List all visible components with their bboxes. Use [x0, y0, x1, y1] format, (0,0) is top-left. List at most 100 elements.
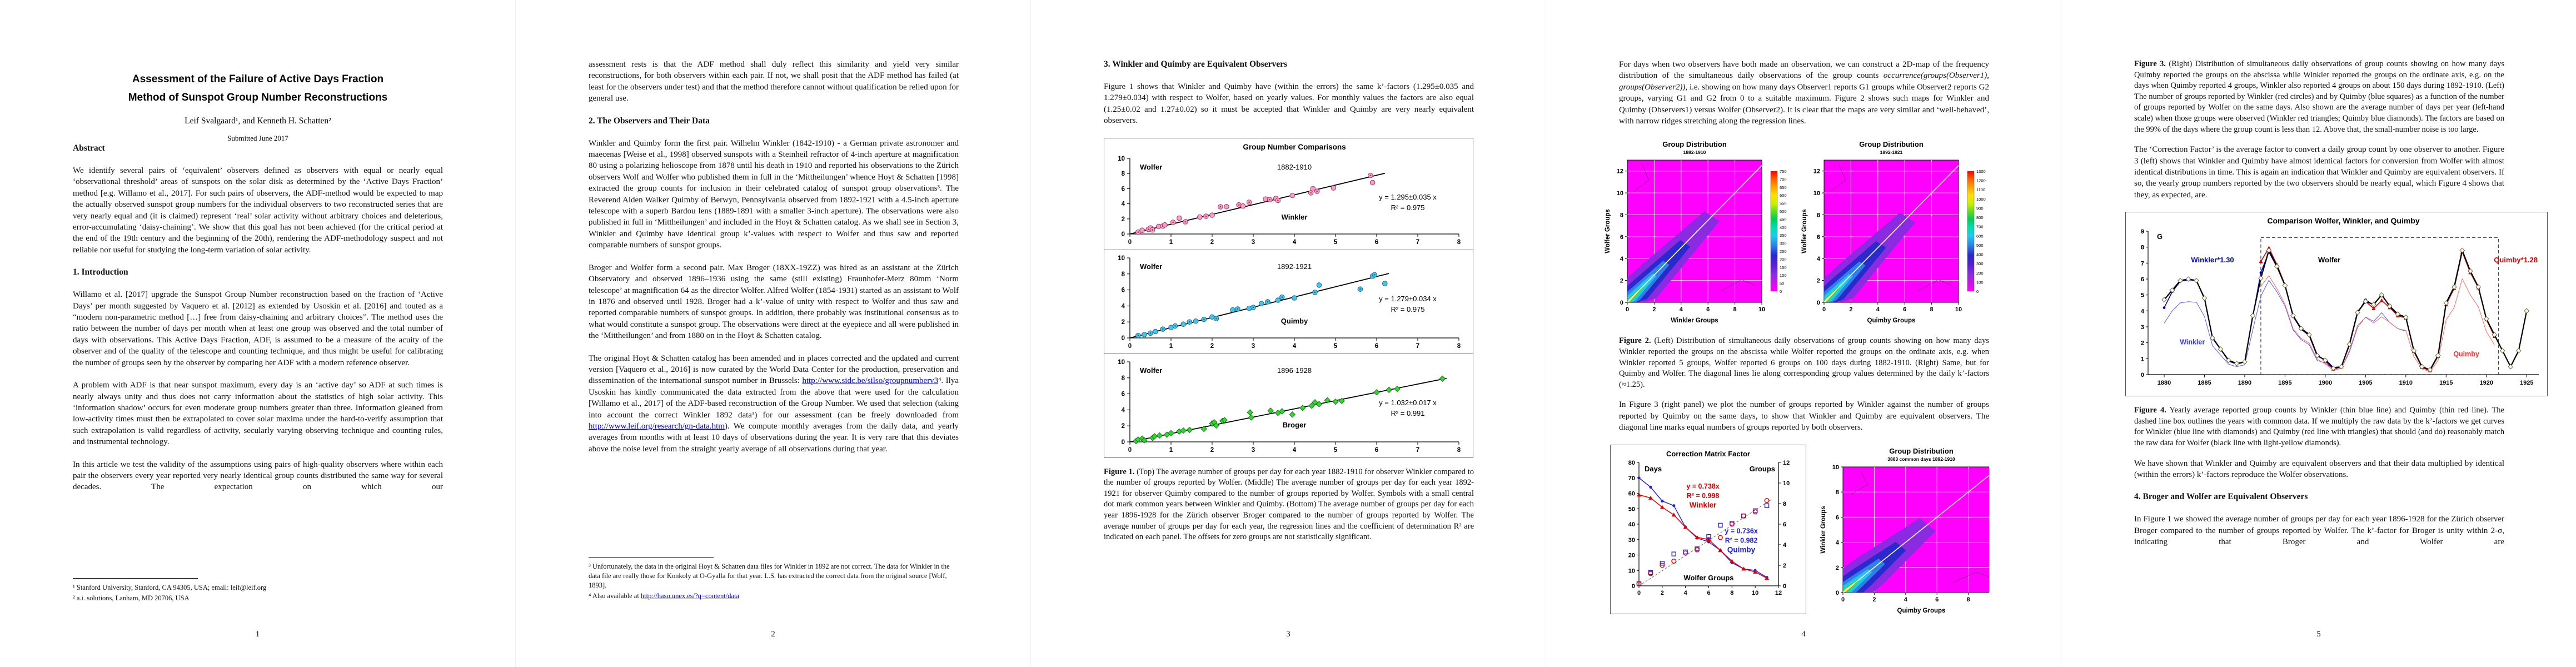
- hyperlink[interactable]: http://haso.unex.es/?q=content/data: [640, 592, 740, 600]
- page-number-2: 2: [771, 630, 775, 639]
- svg-text:8: 8: [1836, 489, 1839, 496]
- page-1-content: Assessment of the Failure of Active Days…: [73, 0, 443, 504]
- svg-text:4: 4: [1122, 303, 1125, 310]
- svg-text:0: 0: [1976, 289, 1979, 294]
- svg-text:Winkler: Winkler: [1690, 501, 1717, 509]
- section-3-paragraph: Figure 1 shows that Winkler and Quimby h…: [1104, 82, 1474, 126]
- figure-2-caption-text: (Left) Distribution of simultaneous dail…: [1619, 336, 1989, 389]
- svg-text:1910: 1910: [2399, 380, 2413, 386]
- svg-text:4: 4: [1836, 539, 1840, 546]
- svg-text:10: 10: [1628, 568, 1635, 574]
- svg-text:100: 100: [1976, 280, 1984, 285]
- svg-text:6: 6: [1903, 306, 1906, 313]
- svg-text:1: 1: [1169, 447, 1173, 454]
- svg-text:8: 8: [2141, 245, 2144, 251]
- svg-text:2: 2: [1849, 306, 1852, 313]
- svg-text:3: 3: [1252, 447, 1255, 454]
- svg-text:40: 40: [1628, 521, 1635, 528]
- svg-text:Winkler: Winkler: [2180, 339, 2205, 346]
- intro-paragraph-2: A problem with ADF is that near sunspot …: [73, 381, 443, 447]
- svg-text:2: 2: [1620, 278, 1623, 285]
- svg-text:3883 common days 1892-1910: 3883 common days 1892-1910: [1887, 456, 1955, 462]
- svg-text:0: 0: [1620, 300, 1623, 306]
- footnote-rule: [589, 557, 714, 558]
- svg-text:8: 8: [1457, 447, 1461, 454]
- svg-text:250: 250: [1780, 249, 1787, 254]
- svg-text:8: 8: [1730, 590, 1733, 596]
- svg-text:3: 3: [1252, 343, 1255, 350]
- svg-text:G: G: [2157, 232, 2163, 241]
- svg-text:4: 4: [1783, 542, 1787, 549]
- section-4-heading: 4. Broger and Wolfer are Equivalent Obse…: [2134, 492, 2308, 502]
- svg-text:1300: 1300: [1976, 169, 1986, 174]
- hyperlink[interactable]: http://www.leif.org/research/gn-data.htm: [589, 421, 725, 431]
- intro-paragraph-3: In this article we test the validity of …: [73, 460, 443, 492]
- svg-text:1890: 1890: [2238, 380, 2251, 386]
- page-4: For days when two observers have both ma…: [1546, 0, 2061, 667]
- page-2: assessment rests is that the ADF method …: [515, 0, 1030, 667]
- footnote-1: ¹ Stanford University, Stanford, CA 9430…: [73, 584, 267, 591]
- svg-text:Quimby Groups: Quimby Groups: [1897, 608, 1946, 614]
- svg-text:Group Distribution: Group Distribution: [1662, 140, 1727, 148]
- svg-text:10: 10: [1118, 255, 1125, 262]
- svg-text:400: 400: [1976, 252, 1984, 257]
- figure-3: Correction Matrix Factor 0 10 20 30 40 50 60 70 8…: [1610, 444, 1989, 617]
- svg-text:1925: 1925: [2520, 380, 2533, 386]
- svg-text:Broger: Broger: [1283, 421, 1307, 429]
- svg-text:Quimby Groups: Quimby Groups: [1867, 317, 1915, 324]
- hyperlink[interactable]: http://www.sidc.be/silso/groupnumberv3: [802, 376, 939, 386]
- observers-paragraph-2: Broger and Wolfer form a second pair. Ma…: [589, 263, 959, 341]
- svg-text:450: 450: [1780, 217, 1787, 222]
- svg-text:6: 6: [1620, 234, 1623, 241]
- svg-text:2: 2: [1210, 239, 1214, 246]
- svg-text:1895: 1895: [2278, 380, 2291, 386]
- figure-1-winkler-chart: Group Number Comparisons 0 2 4 6 8 10 0 1 2 3 4 5 6 7 8…: [1104, 137, 1473, 250]
- figure-1-quimby-chart: 0 2 4 6 8 10 0 1 2 3 4 5 6 7 8 Wolfer 1892-1921 Quimby y =…: [1104, 249, 1473, 354]
- svg-text:2: 2: [1836, 564, 1839, 571]
- svg-text:60: 60: [1628, 490, 1635, 497]
- svg-text:4: 4: [1680, 306, 1683, 313]
- svg-text:0: 0: [1128, 239, 1132, 246]
- svg-text:70: 70: [1628, 475, 1635, 481]
- svg-text:4: 4: [1876, 306, 1880, 313]
- page-3-content: 3. Winkler and Quimby are Equivalent Obs…: [1104, 0, 1474, 552]
- page-4-content: For days when two observers have both ma…: [1605, 0, 1989, 617]
- section-3-paragraph-3: In Figure 3 (right panel) we plot the nu…: [1619, 400, 1989, 432]
- figure-1-broger-chart: 0 2 4 6 8 10 0 1 2 3 4 5 6 7 8 Wolfer 1896-1928 Broger y =…: [1104, 353, 1473, 458]
- svg-text:2: 2: [2141, 340, 2144, 347]
- svg-text:100: 100: [1780, 273, 1787, 278]
- svg-text:y = 1.032±0.017 x: y = 1.032±0.017 x: [1379, 399, 1437, 407]
- svg-text:1915: 1915: [2439, 380, 2453, 386]
- svg-text:30: 30: [1628, 536, 1635, 543]
- svg-text:Quimby: Quimby: [1281, 317, 1308, 325]
- svg-text:4: 4: [1293, 343, 1297, 350]
- svg-text:6: 6: [1836, 514, 1839, 521]
- svg-text:R² = 0.975: R² = 0.975: [1391, 305, 1424, 313]
- svg-text:5: 5: [1334, 239, 1338, 246]
- svg-text:8: 8: [1930, 306, 1933, 313]
- svg-text:4: 4: [1904, 596, 1908, 603]
- svg-text:900: 900: [1976, 206, 1984, 211]
- svg-text:2: 2: [1652, 306, 1656, 313]
- figure-4-comparison-chart: Comparison Wolfer, Winkler, and Quimby 0 1…: [2141, 216, 2539, 386]
- svg-text:Wolfer: Wolfer: [1140, 163, 1162, 171]
- section-2-heading: 2. The Observers and Their Data: [589, 116, 710, 126]
- svg-text:2: 2: [1122, 319, 1125, 326]
- svg-text:Winkler: Winkler: [1282, 213, 1308, 221]
- svg-text:6: 6: [1816, 234, 1820, 241]
- svg-text:7: 7: [1416, 239, 1419, 246]
- page-3: 3. Winkler and Quimby are Equivalent Obs…: [1030, 0, 1546, 667]
- svg-text:1: 1: [1169, 343, 1173, 350]
- figure-3-caption-text: (Right) Distribution of simultaneous dai…: [2134, 59, 2505, 134]
- svg-text:9: 9: [2141, 228, 2144, 235]
- figure-4-caption-lead: Figure 4.: [2134, 406, 2166, 415]
- paper-title-line-1: Assessment of the Failure of Active Days…: [132, 73, 384, 85]
- svg-text:3: 3: [1252, 239, 1255, 246]
- svg-text:80: 80: [1628, 460, 1635, 466]
- svg-text:12: 12: [1783, 460, 1790, 466]
- svg-text:1920: 1920: [2480, 380, 2493, 386]
- svg-text:y = 1.279±0.034 x: y = 1.279±0.034 x: [1379, 295, 1437, 303]
- svg-text:R² = 0.975: R² = 0.975: [1391, 203, 1424, 212]
